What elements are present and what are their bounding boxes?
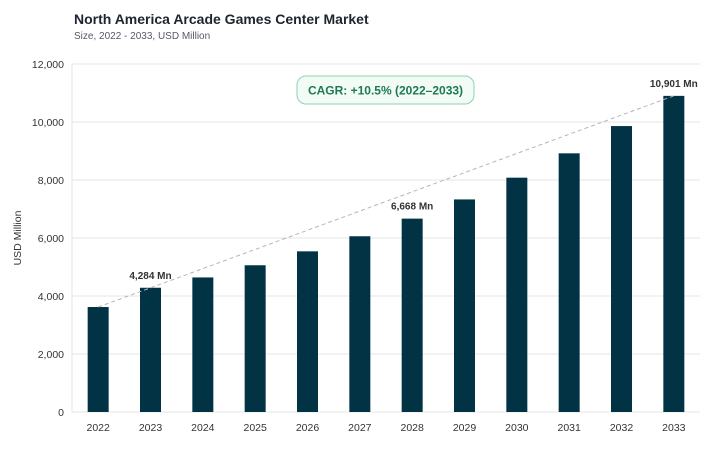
bar-2028 [401, 218, 423, 412]
y-tick-label: 12,000 [32, 59, 64, 71]
data-labels: 4,284 Mn 6,668 Mn 10,901 Mn [129, 79, 697, 282]
x-tick-label: 2026 [296, 422, 320, 434]
x-tick-label: 2033 [662, 422, 686, 434]
gridlines [72, 63, 700, 413]
data-label: 10,901 Mn [650, 79, 698, 90]
chart-subtitle: Size, 2022 - 2033, USD Million [74, 31, 211, 42]
x-tick-label: 2028 [400, 422, 424, 434]
bar-2032 [611, 126, 632, 412]
y-axis-title: USD Million [12, 210, 24, 265]
x-tick-label: 2030 [505, 422, 529, 434]
y-tick-label: 10,000 [32, 117, 64, 129]
x-tick-label: 2023 [139, 422, 163, 434]
cagr-annotation: CAGR: +10.5% (2022–2033) [296, 75, 475, 105]
y-tick-label: 4,000 [38, 291, 64, 303]
bar-2027 [349, 236, 371, 412]
x-tick-label: 2025 [243, 422, 267, 434]
x-axis: 2022 2023 2024 2025 2026 2027 2028 2029 2030 2031… [86, 422, 685, 434]
bar-2025 [244, 265, 266, 412]
bar-2030 [506, 177, 528, 412]
bar-2031 [558, 153, 580, 412]
bar-2033 [663, 95, 685, 412]
x-tick-label: 2027 [348, 422, 372, 434]
y-tick-label: 6,000 [38, 233, 64, 245]
x-tick-label: 2022 [86, 422, 110, 434]
x-tick-label: 2031 [557, 422, 581, 434]
data-label: 6,668 Mn [391, 202, 433, 213]
y-tick-label: 8,000 [38, 175, 64, 187]
y-axis: 0 2,000 4,000 6,000 8,000 10,000 12,000 [32, 59, 73, 419]
bar-2029 [454, 199, 475, 412]
trend-line [97, 95, 675, 308]
chart-title: North America Arcade Games Center Market [74, 11, 369, 27]
bar-2026 [297, 251, 318, 412]
data-label: 4,284 Mn [129, 271, 171, 282]
bar-2022 [87, 307, 109, 412]
cagr-box [296, 75, 475, 105]
y-tick-label: 2,000 [38, 349, 64, 361]
cagr-label: CAGR: +10.5% (2022–2033) [308, 84, 463, 98]
bar-2023 [140, 287, 161, 412]
x-tick-label: 2029 [453, 422, 477, 434]
bars [87, 95, 685, 412]
y-tick-label: 0 [58, 407, 64, 419]
bar-2024 [192, 277, 214, 412]
x-tick-label: 2024 [191, 422, 215, 434]
x-tick-label: 2032 [610, 422, 634, 434]
